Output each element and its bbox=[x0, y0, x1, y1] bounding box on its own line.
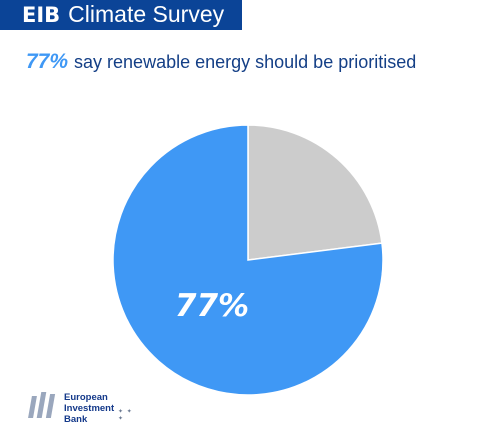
eib-logo: European Investment Bank bbox=[28, 392, 114, 425]
logo-line-2: Investment bbox=[64, 403, 115, 414]
eu-stars-icon: ✦ ✦ ✦ bbox=[118, 409, 133, 422]
logo-line-3: Bank bbox=[64, 414, 88, 425]
pie-slice-1 bbox=[247, 124, 383, 261]
logo-line-1: European bbox=[64, 392, 108, 403]
pie-slice-0 bbox=[112, 124, 384, 396]
eib-logo-icon bbox=[28, 392, 56, 418]
brand-name: EIB bbox=[22, 3, 61, 27]
headline-text: say renewable energy should be prioritis… bbox=[74, 52, 417, 72]
headline: 77% say renewable energy should be priori… bbox=[26, 50, 416, 74]
pie-slice-label: 77% bbox=[175, 288, 249, 324]
title-banner: EIB Climate Survey bbox=[0, 0, 242, 30]
headline-percent: 77% bbox=[26, 50, 69, 73]
logo-text: European Investment Bank bbox=[64, 392, 114, 425]
page-title: Climate Survey bbox=[68, 1, 225, 27]
